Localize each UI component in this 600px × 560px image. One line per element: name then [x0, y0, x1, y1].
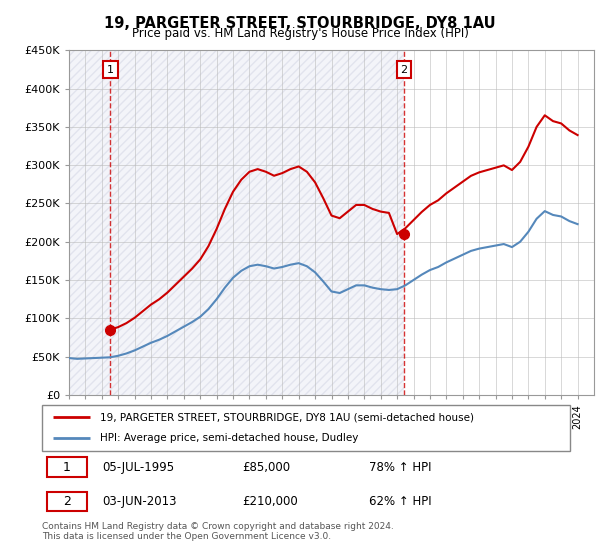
Text: 78% ↑ HPI: 78% ↑ HPI	[370, 461, 432, 474]
Text: 2: 2	[400, 64, 407, 74]
FancyBboxPatch shape	[47, 458, 87, 477]
Text: £210,000: £210,000	[242, 496, 298, 508]
FancyBboxPatch shape	[42, 405, 570, 451]
Text: 2: 2	[63, 496, 71, 508]
Text: 1: 1	[107, 64, 113, 74]
Text: £85,000: £85,000	[242, 461, 291, 474]
Text: Contains HM Land Registry data © Crown copyright and database right 2024.
This d: Contains HM Land Registry data © Crown c…	[42, 522, 394, 542]
Text: Price paid vs. HM Land Registry's House Price Index (HPI): Price paid vs. HM Land Registry's House …	[131, 27, 469, 40]
Text: 19, PARGETER STREET, STOURBRIDGE, DY8 1AU: 19, PARGETER STREET, STOURBRIDGE, DY8 1A…	[104, 16, 496, 31]
Bar	[110, 50, 404, 395]
Bar	[69, 50, 110, 395]
Text: 19, PARGETER STREET, STOURBRIDGE, DY8 1AU (semi-detached house): 19, PARGETER STREET, STOURBRIDGE, DY8 1A…	[100, 412, 474, 422]
Text: 03-JUN-2013: 03-JUN-2013	[103, 496, 177, 508]
Text: 05-JUL-1995: 05-JUL-1995	[103, 461, 175, 474]
Text: 1: 1	[63, 461, 71, 474]
FancyBboxPatch shape	[47, 492, 87, 511]
Text: 62% ↑ HPI: 62% ↑ HPI	[370, 496, 432, 508]
Text: HPI: Average price, semi-detached house, Dudley: HPI: Average price, semi-detached house,…	[100, 433, 358, 444]
